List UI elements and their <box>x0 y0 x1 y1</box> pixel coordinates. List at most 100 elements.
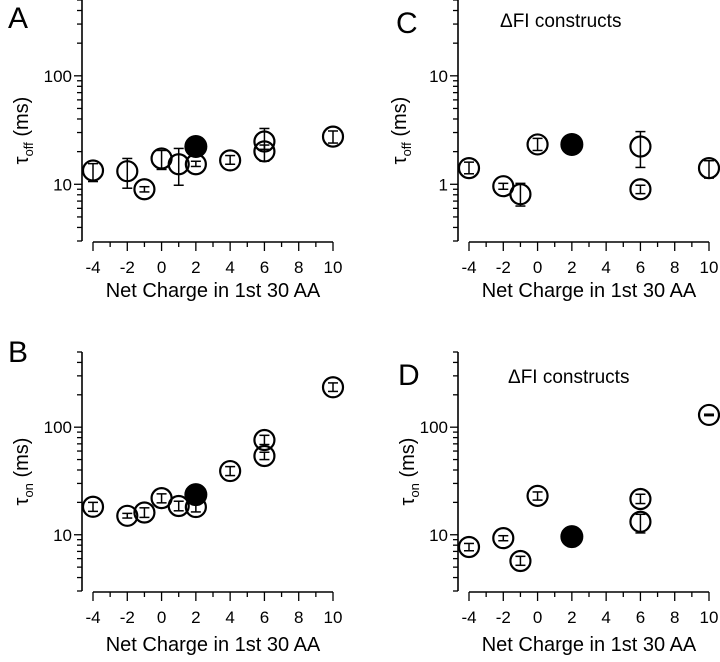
data-point <box>492 527 515 550</box>
y-label-symbol: τ <box>397 497 419 505</box>
marker-open-circle <box>184 153 207 176</box>
marker-open-circle <box>253 444 276 468</box>
x-tick-label: -4 <box>85 608 100 627</box>
y-axis-label: τon (ms) <box>397 438 422 506</box>
y-tick-label: 10 <box>53 526 72 545</box>
data-point <box>81 159 105 183</box>
x-tick-label: 10 <box>700 258 719 277</box>
x-tick-label: 4 <box>601 608 610 627</box>
data-point <box>219 459 242 483</box>
y-label-unit: (ms) <box>11 97 33 143</box>
marker-open-circle <box>321 376 345 399</box>
marker-open-circle <box>697 403 720 427</box>
data-point <box>526 133 549 156</box>
data-point <box>629 487 652 511</box>
x-tick-label: -4 <box>461 608 476 627</box>
x-axis-label: Net Charge in 1st 30 AA <box>482 634 697 656</box>
marker-open-circle <box>629 178 652 201</box>
marker-open-circle <box>167 494 190 518</box>
marker-filled-circle <box>560 132 584 156</box>
x-tick-label: -2 <box>120 258 135 277</box>
y-tick-label: 100 <box>420 418 448 437</box>
marker-open-circle <box>133 178 156 201</box>
data-point <box>629 130 652 169</box>
data-point <box>560 525 584 549</box>
data-point <box>526 484 549 507</box>
x-tick-label: 8 <box>670 258 679 277</box>
x-tick-label: -4 <box>461 258 476 277</box>
y-label-symbol: τ <box>11 156 33 164</box>
y-tick-label: 1 <box>439 175 448 194</box>
x-tick-label: 2 <box>567 258 576 277</box>
data-point <box>253 444 276 468</box>
marker-open-circle <box>509 549 532 573</box>
data-point <box>133 501 156 524</box>
x-tick-label: 4 <box>225 608 234 627</box>
y-tick-label: 10 <box>429 526 448 545</box>
x-tick-label: 0 <box>533 608 542 627</box>
data-point <box>509 549 532 573</box>
data-point <box>253 428 276 452</box>
data-point <box>629 510 652 534</box>
marker-open-circle <box>253 428 276 452</box>
x-axis-label: Net Charge in 1st 30 AA <box>106 280 321 302</box>
data-point <box>184 495 207 519</box>
marker-open-circle <box>219 149 242 172</box>
data-point <box>184 153 207 176</box>
x-tick-label: 4 <box>225 258 234 277</box>
x-tick-label: 8 <box>294 608 303 627</box>
x-tick-label: 8 <box>670 608 679 627</box>
marker-open-circle <box>457 535 481 559</box>
y-label-unit: (ms) <box>11 438 33 484</box>
y-label-unit: (ms) <box>397 438 419 484</box>
x-tick-label: 6 <box>636 258 645 277</box>
panel-label: B <box>8 336 28 369</box>
marker-open-circle <box>321 125 345 148</box>
panel-title: ΔFI constructs <box>508 367 629 388</box>
marker-filled-circle <box>560 525 584 549</box>
x-tick-label: 0 <box>533 258 542 277</box>
marker-filled-circle <box>184 135 208 159</box>
y-label-subscript: on <box>21 483 36 497</box>
data-point <box>697 157 720 180</box>
data-point <box>133 178 156 201</box>
data-point <box>167 147 190 186</box>
x-tick-label: -2 <box>496 608 511 627</box>
x-tick-label: 0 <box>157 608 166 627</box>
y-tick-label: 100 <box>44 418 72 437</box>
x-tick-label: 2 <box>191 608 200 627</box>
x-tick-label: 6 <box>260 258 269 277</box>
data-point <box>116 504 139 527</box>
panel-label: C <box>396 7 418 40</box>
marker-open-circle <box>526 484 549 507</box>
y-label-subscript: off <box>399 142 414 157</box>
x-axis-label: Net Charge in 1st 30 AA <box>482 280 697 302</box>
y-tick-label: 10 <box>53 175 72 194</box>
x-tick-label: 10 <box>700 608 719 627</box>
y-axis-label: τoff (ms) <box>11 97 36 165</box>
marker-open-circle <box>219 459 242 483</box>
data-point <box>253 140 276 163</box>
y-tick-label: 100 <box>44 67 72 86</box>
x-tick-label: 6 <box>260 608 269 627</box>
data-point <box>81 495 105 518</box>
data-point <box>219 149 242 172</box>
x-tick-label: 2 <box>191 258 200 277</box>
x-axis-label: Net Charge in 1st 30 AA <box>106 634 321 656</box>
x-tick-label: -4 <box>85 258 100 277</box>
marker-open-circle <box>457 156 481 180</box>
data-point <box>321 376 345 399</box>
marker-open-circle <box>133 501 156 524</box>
y-label-subscript: off <box>21 142 36 157</box>
data-point <box>116 157 139 189</box>
marker-open-circle <box>629 487 652 511</box>
y-label-unit: (ms) <box>389 97 411 143</box>
x-tick-label: 8 <box>294 258 303 277</box>
marker-open-circle <box>492 527 515 550</box>
y-label-symbol: τ <box>389 156 411 164</box>
